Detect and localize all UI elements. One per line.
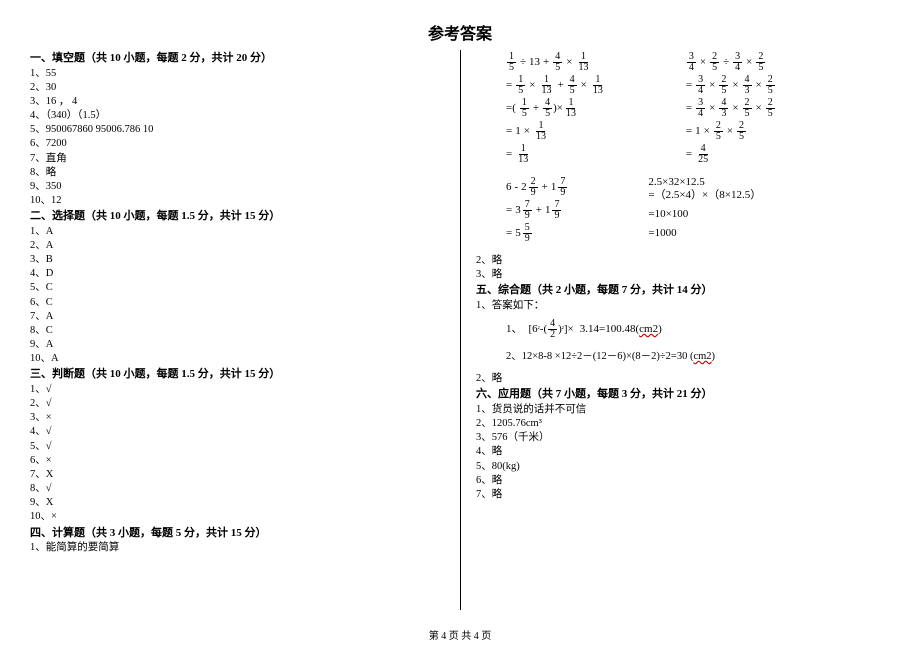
s2-i2: 3、B (30, 253, 445, 267)
s1-i2: 3、16 ， 4 (30, 95, 445, 109)
s2-i1: 2、A (30, 239, 445, 253)
md-r2: =（2.5×4）×（8×12.5） (648, 190, 761, 201)
left-column: 一、填空题（共 10 小题，每题 2 分，共计 20 分） 1、55 2、30 … (30, 50, 460, 610)
s3-i3: 4、√ (30, 425, 445, 439)
s3-i8: 9、X (30, 496, 445, 510)
s1-i6: 7、直角 (30, 152, 445, 166)
section5-head: 五、综合题（共 2 小题，每题 7 分，共计 14 分） (476, 282, 890, 299)
s6-i6: 7、略 (476, 488, 890, 502)
section2-head: 二、选择题（共 10 小题，每题 1.5 分，共计 15 分） (30, 208, 445, 225)
s5-l2: 2、略 (476, 372, 890, 386)
s4-m2: 2、略 (476, 254, 890, 268)
s6-i1: 2、1205.76cm³ (476, 417, 890, 431)
math-a: 15 ÷13+ 45 × 113 = 15 × 113 + 45 × 113 (506, 50, 606, 167)
s2-i8: 9、A (30, 338, 445, 352)
s5-item2: 2、12×8-8 ×12÷2－(12－6)×(8－2)÷2=30 (cm2) (506, 350, 890, 364)
right-column: 15 ÷13+ 45 × 113 = 15 × 113 + 45 × 113 (460, 50, 890, 610)
s3-i0: 1、√ (30, 383, 445, 397)
s1-i7: 8、略 (30, 166, 445, 180)
s1-i5: 6、7200 (30, 137, 445, 151)
page: 参考答案 一、填空题（共 10 小题，每题 2 分，共计 20 分） 1、55 … (0, 0, 920, 650)
s6-i3: 4、略 (476, 445, 890, 459)
section1-head: 一、填空题（共 10 小题，每题 2 分，共计 20 分） (30, 50, 445, 67)
s6-i2: 3、576（千米） (476, 431, 890, 445)
s3-i4: 5、√ (30, 440, 445, 454)
s2-i0: 1、A (30, 225, 445, 239)
s6-i4: 5、80(kg) (476, 460, 890, 474)
s3-i5: 6、× (30, 454, 445, 468)
md-r3: =10×100 (648, 209, 688, 220)
s2-i7: 8、C (30, 324, 445, 338)
s1-i0: 1、55 (30, 67, 445, 81)
s4-m3: 3、略 (476, 268, 890, 282)
s1-i8: 9、350 (30, 180, 445, 194)
s3-i2: 3、× (30, 411, 445, 425)
s5-l1: 1、答案如下： (476, 299, 890, 313)
page-footer: 第 4 页 共 4 页 (0, 627, 920, 642)
s3-i1: 2、√ (30, 397, 445, 411)
math-b: 34 × 25 ÷ 34 × 25 = 34 × 25 × 43 × (686, 50, 776, 167)
s4-l1: 1、能简算的要简算 (30, 541, 445, 555)
s3-i7: 8、√ (30, 482, 445, 496)
section4-head: 四、计算题（共 3 小题，每题 5 分，共计 15 分） (30, 525, 445, 542)
s6-i0: 1、货员说的话并不可信 (476, 403, 890, 417)
section6-head: 六、应用题（共 7 小题，每题 3 分，共计 21 分） (476, 386, 890, 403)
math-d: 2.5×32×12.5 =（2.5×4）×（8×12.5） =10×100 =1… (648, 175, 761, 246)
s1-i9: 10、12 (30, 194, 445, 208)
s1-i4: 5、950067860 95006.786 10 (30, 123, 445, 137)
s5-item1: 1、 [6² -( 42 )² ]× 3.14=100.48(cm2) (506, 319, 890, 340)
s3-i6: 7、X (30, 468, 445, 482)
s1-i3: 4、（340）（1.5） (30, 109, 445, 123)
s3-i9: 10、× (30, 510, 445, 524)
s2-i4: 5、C (30, 281, 445, 295)
s1-i1: 2、30 (30, 81, 445, 95)
columns: 一、填空题（共 10 小题，每题 2 分，共计 20 分） 1、55 2、30 … (30, 50, 890, 610)
math-c: 6- 229 + 179 = 379 + 179 = 559 (506, 175, 568, 246)
s2-i6: 7、A (30, 310, 445, 324)
math-row-1: 15 ÷13+ 45 × 113 = 15 × 113 + 45 × 113 (476, 50, 890, 171)
md-r4: =1000 (648, 228, 676, 239)
s6-i5: 6、略 (476, 474, 890, 488)
md-r1: 2.5×32×12.5 (648, 177, 704, 188)
s2-i9: 10、A (30, 352, 445, 366)
s2-i3: 4、D (30, 267, 445, 281)
s2-i5: 6、C (30, 296, 445, 310)
page-title: 参考答案 (30, 20, 890, 44)
section3-head: 三、判断题（共 10 小题，每题 1.5 分，共计 15 分） (30, 366, 445, 383)
math-row-2: 6- 229 + 179 = 379 + 179 = 559 (476, 175, 890, 250)
